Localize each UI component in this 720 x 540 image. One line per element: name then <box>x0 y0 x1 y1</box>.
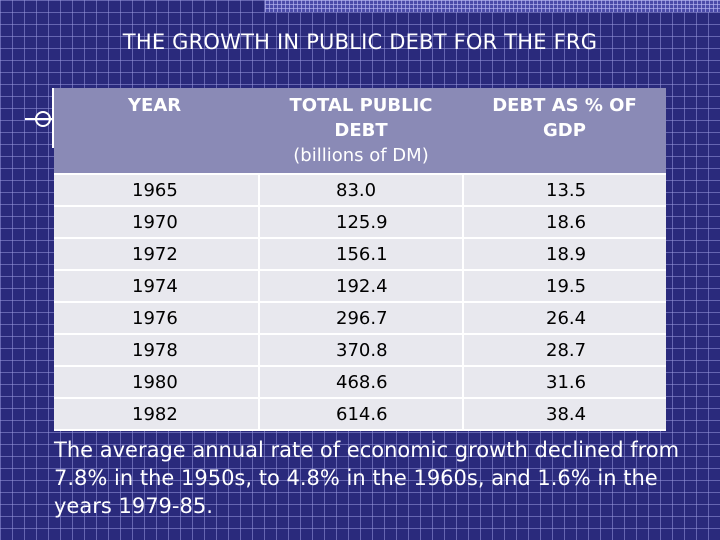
cell-year: 1974 <box>54 270 260 303</box>
cell-pct: 18.6 <box>463 206 666 239</box>
top-decorative-bar <box>265 0 720 12</box>
header-debt-line1: TOTAL PUBLIC <box>289 95 433 116</box>
cell-pct: 31.6 <box>463 366 666 399</box>
cell-debt: 614.6 <box>259 398 464 431</box>
cell-debt: 83.0 <box>259 173 464 207</box>
cell-year: 1980 <box>54 366 260 399</box>
cell-year: 1972 <box>54 238 260 271</box>
cell-year: 1978 <box>54 334 260 367</box>
cell-year: 1976 <box>54 302 260 335</box>
table-row: 1978 370.8 28.7 <box>54 334 666 367</box>
table-row: 1974 192.4 19.5 <box>54 270 666 303</box>
cell-debt: 192.4 <box>259 270 464 303</box>
cell-debt: 296.7 <box>259 302 464 335</box>
header-pct-line2: GDP <box>543 120 586 141</box>
table-row: 1972 156.1 18.9 <box>54 238 666 271</box>
cell-pct: 28.7 <box>463 334 666 367</box>
cell-pct: 26.4 <box>463 302 666 335</box>
cell-debt: 468.6 <box>259 366 464 399</box>
debt-table: YEAR TOTAL PUBLIC DEBT (billions of DM) … <box>54 88 666 431</box>
cell-pct: 19.5 <box>463 270 666 303</box>
header-year-label: YEAR <box>128 95 182 116</box>
header-debt-line3: (billions of DM) <box>293 145 429 166</box>
table-row: 1976 296.7 26.4 <box>54 302 666 335</box>
header-total-debt: TOTAL PUBLIC DEBT (billions of DM) <box>259 88 463 174</box>
header-debt-line2: DEBT <box>334 120 388 141</box>
cell-pct: 18.9 <box>463 238 666 271</box>
cell-debt: 125.9 <box>259 206 464 239</box>
crosshair-circle-icon <box>35 111 51 127</box>
header-pct-line1: DEBT AS % OF <box>492 95 637 116</box>
cell-year: 1970 <box>54 206 260 239</box>
table-row: 1980 468.6 31.6 <box>54 366 666 399</box>
slide-title: THE GROWTH IN PUBLIC DEBT FOR THE FRG <box>122 30 598 54</box>
table-row: 1982 614.6 38.4 <box>54 398 666 431</box>
cell-debt: 370.8 <box>259 334 464 367</box>
growth-footnote: The average annual rate of economic grow… <box>54 438 680 518</box>
table-row: 1970 125.9 18.6 <box>54 206 666 239</box>
table-row: 1965 83.0 13.5 <box>54 173 666 207</box>
cell-year: 1965 <box>54 173 260 207</box>
cell-debt: 156.1 <box>259 238 464 271</box>
cell-pct: 38.4 <box>463 398 666 431</box>
cell-year: 1982 <box>54 398 260 431</box>
header-year: YEAR <box>54 88 259 174</box>
cell-pct: 13.5 <box>463 173 666 207</box>
table-header-row: YEAR TOTAL PUBLIC DEBT (billions of DM) … <box>54 88 666 174</box>
debt-table-container: YEAR TOTAL PUBLIC DEBT (billions of DM) … <box>54 88 666 431</box>
header-debt-pct-gdp: DEBT AS % OF GDP <box>463 88 666 174</box>
